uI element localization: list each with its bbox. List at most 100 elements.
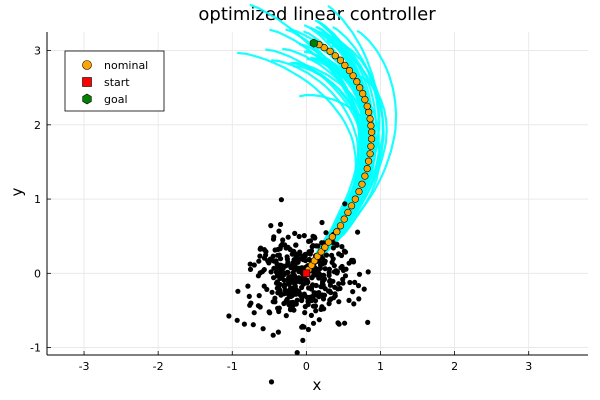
- sample-point: [312, 298, 319, 304]
- axes: [46, 32, 588, 356]
- y-tick-label: 0: [34, 267, 41, 280]
- sample-cloud: [226, 197, 371, 385]
- sample-point: [317, 271, 323, 278]
- sample-point: [276, 228, 282, 234]
- nominal-point: [328, 233, 336, 241]
- sample-point: [247, 266, 254, 272]
- sample-point: [346, 297, 352, 303]
- sample-point: [330, 256, 336, 262]
- sample-point: [339, 244, 345, 250]
- sample-point: [305, 298, 311, 305]
- sample-point: [275, 329, 281, 335]
- nominal-point: [363, 102, 371, 110]
- sample-point: [271, 265, 277, 271]
- sample-point: [245, 283, 251, 289]
- sample-point: [256, 258, 262, 264]
- x-tick-label: -1: [227, 360, 238, 373]
- x-tick-label: -3: [79, 360, 90, 373]
- sample-point: [277, 270, 283, 276]
- sample-point: [320, 296, 327, 302]
- sample-point: [308, 286, 314, 292]
- sample-point: [296, 233, 302, 240]
- sample-point: [308, 238, 314, 244]
- sample-point: [300, 276, 306, 282]
- sample-point: [330, 245, 336, 251]
- sample-point: [275, 290, 281, 296]
- sample-point: [226, 313, 232, 319]
- sample-point: [270, 332, 276, 338]
- sample-point: [260, 326, 266, 332]
- legend-marker-goal: [82, 93, 92, 105]
- y-tick-label: 2: [34, 119, 41, 132]
- sample-point: [365, 269, 371, 275]
- sample-point: [279, 241, 285, 247]
- sample-point: [350, 289, 356, 295]
- sample-point: [326, 301, 332, 307]
- nominal-point: [341, 61, 349, 70]
- nominal-point: [325, 238, 333, 246]
- sample-point: [319, 304, 325, 310]
- sample-point: [313, 282, 319, 289]
- nominal-point: [366, 115, 374, 123]
- sample-point: [322, 266, 328, 272]
- nominal-point: [353, 78, 361, 86]
- sample-point: [331, 263, 337, 269]
- nominal-point: [345, 66, 354, 75]
- sample-point: [327, 278, 333, 284]
- nominal-point: [356, 84, 364, 92]
- nominal-point: [331, 52, 339, 60]
- x-tick-label: 1: [377, 360, 384, 373]
- sample-point: [261, 255, 268, 261]
- sample-point: [280, 237, 286, 243]
- sample-point: [251, 310, 257, 316]
- nominal-point: [363, 165, 371, 173]
- sample-point: [261, 247, 267, 253]
- nominal-point: [355, 188, 363, 196]
- sample-point: [297, 249, 303, 255]
- sample-point: [302, 251, 308, 257]
- sample-point: [299, 297, 305, 304]
- sample-point: [347, 279, 353, 286]
- sample-point: [287, 290, 293, 296]
- sample-point: [283, 245, 289, 251]
- nominal-point: [361, 172, 369, 180]
- sample-point: [259, 269, 265, 275]
- sample-point: [268, 223, 274, 229]
- sample-point: [272, 247, 278, 253]
- sample-point: [307, 251, 313, 257]
- legend-label: goal: [104, 93, 128, 106]
- sample-point: [356, 271, 363, 277]
- sample-point: [336, 281, 342, 287]
- nominal-point: [333, 228, 341, 236]
- nominal-point: [344, 208, 352, 216]
- sample-point: [235, 288, 241, 294]
- nominal-point: [368, 135, 376, 143]
- x-tick-label: 3: [525, 360, 532, 373]
- sample-point: [250, 322, 256, 328]
- sample-point: [289, 279, 295, 285]
- sample-point: [277, 221, 284, 227]
- sample-point: [309, 294, 315, 301]
- sample-point: [361, 286, 367, 292]
- nominal-point: [361, 95, 369, 104]
- sample-point: [326, 269, 332, 275]
- sample-point: [241, 321, 247, 327]
- sample-point: [246, 293, 252, 299]
- sample-point: [296, 268, 302, 275]
- sample-point: [302, 304, 308, 310]
- sample-point: [306, 257, 312, 263]
- sample-point: [327, 282, 333, 288]
- nominal-point: [365, 157, 373, 165]
- sample-point: [317, 265, 323, 271]
- sample-point: [342, 201, 348, 207]
- sample-point: [300, 281, 307, 287]
- sample-point: [302, 310, 308, 316]
- legend-box: [64, 50, 165, 112]
- nominal-point: [336, 222, 345, 230]
- sample-point: [343, 266, 349, 272]
- sample-point: [311, 234, 317, 240]
- sample-point: [255, 273, 261, 279]
- sample-point: [319, 240, 325, 246]
- y-tick-label: -1: [30, 342, 41, 355]
- nominal-point: [366, 150, 374, 158]
